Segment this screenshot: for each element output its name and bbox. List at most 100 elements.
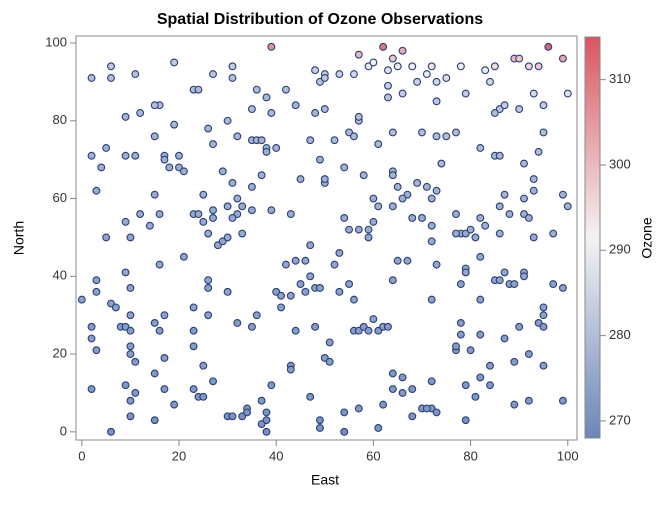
- point: [262, 416, 271, 425]
- point: [286, 210, 295, 219]
- point: [500, 268, 509, 277]
- point: [262, 408, 271, 417]
- point: [204, 229, 213, 238]
- point: [277, 291, 286, 300]
- point: [350, 70, 358, 79]
- point: [384, 81, 392, 90]
- point: [340, 408, 349, 417]
- point: [437, 159, 446, 168]
- point: [296, 280, 305, 289]
- point: [350, 132, 358, 141]
- point: [126, 311, 135, 320]
- point: [306, 272, 315, 281]
- point: [272, 144, 281, 152]
- point: [335, 287, 344, 296]
- point: [243, 408, 251, 417]
- point: [150, 190, 159, 199]
- point: [427, 295, 436, 304]
- point: [354, 404, 363, 413]
- point: [476, 144, 485, 152]
- point: [194, 210, 203, 219]
- point: [228, 214, 237, 222]
- point: [466, 346, 475, 355]
- point: [311, 109, 320, 117]
- point: [218, 167, 227, 176]
- point: [107, 74, 115, 82]
- point: [325, 357, 334, 366]
- y-tick-label: 20: [53, 346, 67, 361]
- point: [524, 350, 533, 359]
- point: [422, 70, 431, 79]
- point: [121, 112, 130, 121]
- point: [432, 77, 441, 86]
- y-tick-label: 100: [45, 34, 67, 49]
- point: [204, 284, 213, 292]
- point: [388, 202, 397, 211]
- point: [228, 62, 237, 71]
- point: [476, 252, 485, 261]
- point: [320, 175, 329, 184]
- point: [126, 342, 135, 351]
- point: [408, 62, 417, 71]
- point: [486, 361, 494, 370]
- point: [505, 210, 514, 219]
- point: [315, 416, 324, 425]
- point: [150, 319, 159, 327]
- point: [238, 229, 247, 238]
- point: [204, 311, 213, 320]
- point: [461, 268, 470, 277]
- point: [126, 350, 135, 359]
- point: [427, 221, 436, 230]
- point: [500, 334, 509, 343]
- point: [252, 85, 261, 94]
- point: [461, 416, 470, 425]
- point: [340, 214, 349, 222]
- point: [267, 206, 276, 215]
- point: [388, 276, 397, 285]
- colorbar-label: Ozone: [639, 217, 655, 258]
- point: [418, 128, 426, 137]
- point: [495, 229, 504, 238]
- point: [262, 93, 271, 102]
- point: [199, 190, 208, 199]
- x-tick-label: 20: [172, 448, 186, 463]
- point: [529, 233, 538, 242]
- point: [262, 147, 271, 156]
- point: [432, 408, 441, 417]
- plot-frame: [75, 35, 578, 441]
- point: [563, 89, 572, 98]
- point: [563, 202, 572, 211]
- point: [418, 214, 426, 222]
- point: [520, 194, 528, 203]
- point: [456, 319, 465, 327]
- point: [549, 280, 558, 289]
- point: [204, 276, 213, 285]
- point: [340, 163, 349, 172]
- point: [325, 338, 334, 347]
- points: [77, 42, 572, 436]
- colorbar-tick-label: 310: [609, 71, 631, 86]
- point: [77, 295, 86, 304]
- point: [384, 66, 392, 75]
- point: [228, 74, 237, 82]
- point: [524, 214, 533, 222]
- point: [296, 175, 305, 184]
- point: [155, 210, 164, 219]
- point: [126, 233, 135, 242]
- point: [476, 373, 485, 382]
- point: [291, 256, 300, 265]
- point: [126, 412, 135, 421]
- point: [209, 377, 217, 386]
- point: [481, 221, 490, 230]
- y-tick-label: 40: [53, 268, 67, 283]
- colorbar-tick-label: 280: [609, 327, 631, 342]
- point: [150, 132, 159, 141]
- point: [558, 396, 567, 405]
- point: [539, 311, 548, 320]
- point: [374, 202, 383, 211]
- point: [393, 62, 402, 71]
- x-tick-label: 0: [78, 448, 85, 463]
- point: [388, 54, 397, 63]
- point: [150, 369, 159, 378]
- point: [228, 412, 237, 421]
